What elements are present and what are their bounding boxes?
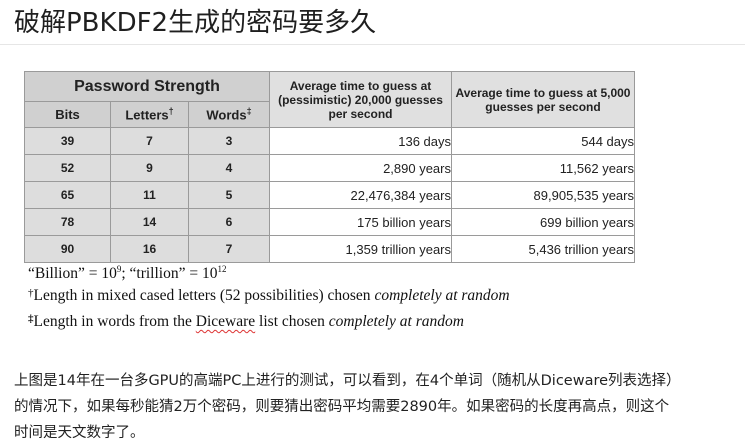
table-row: 65 11 5 22,476,384 years 89,905,535 years xyxy=(24,181,635,209)
cell-letters: 11 xyxy=(110,181,189,209)
cell-optimistic: 699 billion years xyxy=(451,208,635,236)
cell-bits: 39 xyxy=(24,127,111,155)
cell-bits: 78 xyxy=(24,208,111,236)
cell-words: 5 xyxy=(188,181,270,209)
cell-optimistic: 11,562 years xyxy=(451,154,635,182)
note-letters: †Length in mixed cased letters (52 possi… xyxy=(28,287,510,304)
cell-words: 7 xyxy=(188,235,270,263)
cell-pessimistic: 2,890 years xyxy=(269,154,452,182)
cell-pessimistic: 1,359 trillion years xyxy=(269,235,452,263)
table-row: 52 9 4 2,890 years 11,562 years xyxy=(24,154,635,182)
cell-pessimistic: 175 billion years xyxy=(269,208,452,236)
table-row: 78 14 6 175 billion years 699 billion years xyxy=(24,208,635,236)
paragraph-line: 上图是14年在一台多GPU的高端PC上进行的测试，可以看到，在4个单词（随机从D… xyxy=(14,373,681,389)
title-divider xyxy=(0,44,745,45)
paragraph-line: 时间是天文数字了。 xyxy=(14,425,145,441)
cell-letters: 7 xyxy=(110,127,189,155)
note-billion: “Billion” = 109; “trillion” = 1012 xyxy=(28,264,227,282)
cell-words: 4 xyxy=(188,154,270,182)
header-optimistic: Average time to guess at 5,000 guesses p… xyxy=(451,71,635,128)
paragraph-line: 的情况下，如果每秒能猜2万个密码，则要猜出密码平均需要2890年。如果密码的长度… xyxy=(14,399,670,415)
cell-words: 6 xyxy=(188,208,270,236)
body-paragraph: 上图是14年在一台多GPU的高端PC上进行的测试，可以看到，在4个单词（随机从D… xyxy=(14,368,738,446)
page-title: 破解PBKDF2生成的密码要多久 xyxy=(14,8,377,38)
cell-letters: 16 xyxy=(110,235,189,263)
header-password-strength: Password Strength xyxy=(24,71,270,102)
cell-letters: 9 xyxy=(110,154,189,182)
cell-letters: 14 xyxy=(110,208,189,236)
header-words: Words‡ xyxy=(188,101,270,128)
header-pessimistic: Average time to guess at (pessimistic) 2… xyxy=(269,71,452,128)
double-dagger-mark: ‡ xyxy=(246,106,252,117)
header-letters: Letters† xyxy=(110,101,189,128)
cell-optimistic: 544 days xyxy=(451,127,635,155)
table-row: 39 7 3 136 days 544 days xyxy=(24,127,635,155)
note-words: ‡Length in words from the Diceware list … xyxy=(28,313,464,330)
cell-optimistic: 5,436 trillion years xyxy=(451,235,635,263)
cell-pessimistic: 22,476,384 years xyxy=(269,181,452,209)
cell-bits: 65 xyxy=(24,181,111,209)
cell-optimistic: 89,905,535 years xyxy=(451,181,635,209)
cell-words: 3 xyxy=(188,127,270,155)
diceware-link: Diceware xyxy=(195,313,256,330)
table-row: 90 16 7 1,359 trillion years 5,436 trillion … xyxy=(24,235,635,263)
password-strength-table: Password Strength Average time to guess … xyxy=(24,71,635,263)
dagger-mark: † xyxy=(168,106,174,117)
cell-bits: 90 xyxy=(24,235,111,263)
cell-bits: 52 xyxy=(24,154,111,182)
header-bits: Bits xyxy=(24,101,111,128)
cell-pessimistic: 136 days xyxy=(269,127,452,155)
